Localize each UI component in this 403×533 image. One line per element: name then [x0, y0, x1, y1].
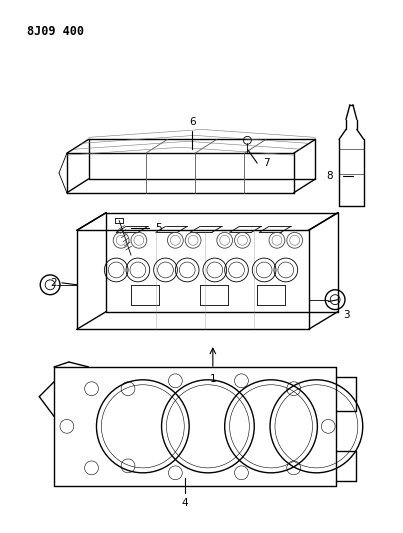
- Text: 5: 5: [156, 223, 162, 233]
- Text: 3: 3: [343, 310, 349, 320]
- Text: 6: 6: [189, 117, 195, 127]
- Text: 1: 1: [210, 374, 216, 384]
- Text: 7: 7: [263, 158, 270, 168]
- Text: 8: 8: [326, 171, 333, 181]
- Text: 4: 4: [182, 498, 189, 507]
- Text: 8J09 400: 8J09 400: [27, 25, 85, 37]
- Text: 2: 2: [51, 278, 57, 288]
